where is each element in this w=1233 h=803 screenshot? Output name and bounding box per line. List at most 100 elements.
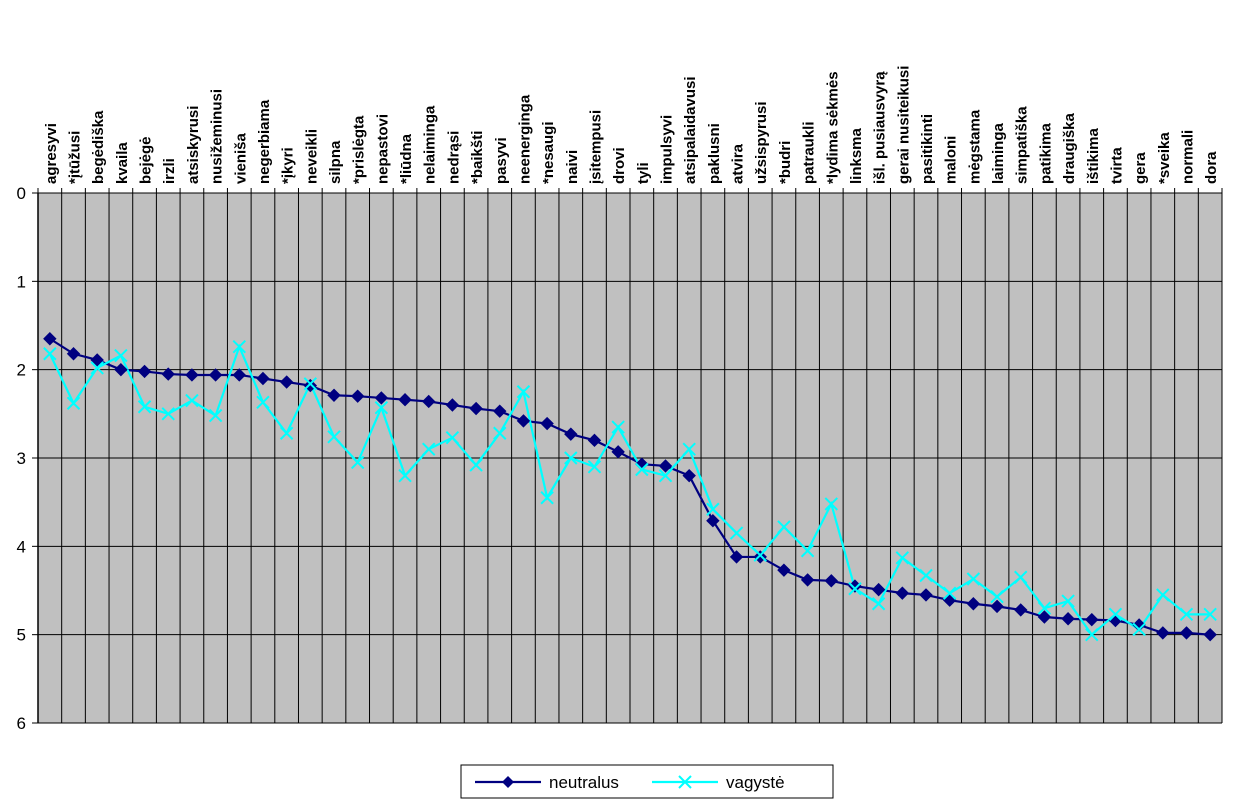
data-point-1: [753, 548, 767, 562]
data-point-0: [871, 582, 886, 597]
data-point-0: [1156, 626, 1170, 640]
y-tick-labels: 0 1 2 3 4 5 6: [17, 184, 26, 733]
data-point-0: [1203, 627, 1217, 642]
data-point-1: [208, 408, 223, 423]
category-label: begėdiška: [90, 110, 107, 184]
data-point-1: [422, 442, 436, 456]
data-point-1: [374, 400, 389, 415]
data-point-1: [1179, 607, 1194, 622]
data-point-0: [706, 514, 720, 528]
data-point-0: [350, 389, 365, 403]
category-label: mėgstama: [966, 109, 983, 184]
data-point-1: [256, 395, 270, 410]
data-point-0: [800, 573, 815, 587]
category-label: *įtūžusi: [67, 131, 84, 184]
data-point-0: [232, 368, 246, 382]
data-point-1: [327, 430, 341, 444]
y-tick-label: 2: [17, 361, 26, 380]
axes: [32, 188, 1223, 724]
data-point-0: [564, 427, 578, 441]
category-label: neveikli: [303, 129, 320, 184]
data-point-0: [990, 599, 1004, 614]
data-point-0: [327, 388, 341, 402]
data-point-0: [587, 433, 602, 448]
category-label: *įkyri: [280, 147, 297, 184]
series-lines: [43, 332, 1217, 642]
category-label: negerbiama: [256, 99, 273, 184]
category-label: patraukli: [801, 121, 818, 184]
category-label: pasitikinti: [919, 114, 936, 184]
data-point-1: [540, 491, 554, 505]
data-point-1: [1037, 601, 1052, 615]
y-tick-label: 1: [17, 272, 26, 291]
data-point-1: [1014, 570, 1028, 584]
data-point-1: [777, 520, 791, 534]
data-point-0: [611, 445, 625, 459]
data-point-0: [137, 364, 152, 379]
category-label: paklusni: [706, 123, 723, 184]
data-point-0: [1179, 626, 1194, 640]
category-label: silpna: [327, 140, 344, 184]
x-tick-labels: agresyvi *įtūžusi begėdiška kvaila bejėgė irz…: [43, 66, 1220, 184]
data-point-0: [303, 378, 318, 393]
data-point-1: [942, 586, 957, 600]
data-point-0: [1085, 612, 1099, 627]
data-point-1: [871, 597, 886, 611]
data-point-0: [256, 371, 270, 386]
category-label: simpatiška: [1014, 106, 1031, 184]
data-point-0: [540, 416, 554, 431]
gridlines: [38, 193, 1222, 723]
category-label: dora: [1203, 151, 1220, 184]
data-point-1: [564, 451, 578, 465]
category-label: įsitempusi: [587, 110, 604, 184]
data-point-1: [729, 526, 744, 540]
data-point-1: [114, 348, 128, 363]
data-point-1: [706, 502, 720, 516]
data-point-1: [90, 361, 104, 375]
category-label: drovi: [611, 147, 628, 184]
y-tick-label: 5: [17, 626, 26, 645]
data-point-0: [824, 574, 838, 588]
data-point-1: [635, 462, 649, 477]
data-point-1: [137, 400, 152, 414]
data-point-1: [1156, 588, 1170, 602]
data-point-1: [611, 420, 625, 434]
data-point-0: [729, 550, 744, 564]
category-label: *nesaugi: [540, 121, 557, 184]
y-tick-label: 0: [17, 184, 26, 203]
data-point-1: [43, 347, 57, 361]
data-point-1: [279, 426, 294, 440]
data-point-1: [350, 455, 365, 470]
data-point-1: [919, 568, 933, 583]
data-point-1: [66, 396, 81, 410]
category-label: *baikšti: [469, 131, 486, 184]
data-point-1: [990, 589, 1004, 604]
data-point-1: [161, 407, 175, 421]
legend-label-1: vagystė: [726, 773, 785, 792]
category-label: patikima: [1037, 122, 1054, 184]
data-point-0: [1037, 610, 1052, 624]
category-label: gera: [1132, 152, 1149, 184]
category-label: nelaiminga: [422, 105, 439, 184]
data-point-0: [374, 391, 389, 405]
data-point-0: [279, 375, 294, 389]
category-label: atsiskyrusi: [185, 106, 202, 184]
data-point-0: [658, 459, 673, 473]
data-point-0: [1061, 612, 1075, 626]
category-label: neenerginga: [516, 94, 533, 184]
y-tick-label: 6: [17, 714, 26, 733]
data-point-0: [43, 332, 57, 346]
data-point-1: [232, 339, 246, 354]
data-point-0: [516, 414, 531, 428]
data-point-1: [587, 460, 602, 474]
data-point-1: [303, 377, 318, 391]
y-tick-label: 3: [17, 449, 26, 468]
category-label: atvira: [730, 143, 747, 184]
data-point-0: [919, 588, 933, 602]
category-label: irzli: [161, 158, 178, 184]
data-point-0: [208, 368, 223, 382]
legend-marker-0: [502, 776, 514, 788]
data-point-0: [422, 394, 436, 409]
category-label: užsispyrusi: [753, 101, 770, 184]
category-label: nepastovi: [374, 114, 391, 184]
